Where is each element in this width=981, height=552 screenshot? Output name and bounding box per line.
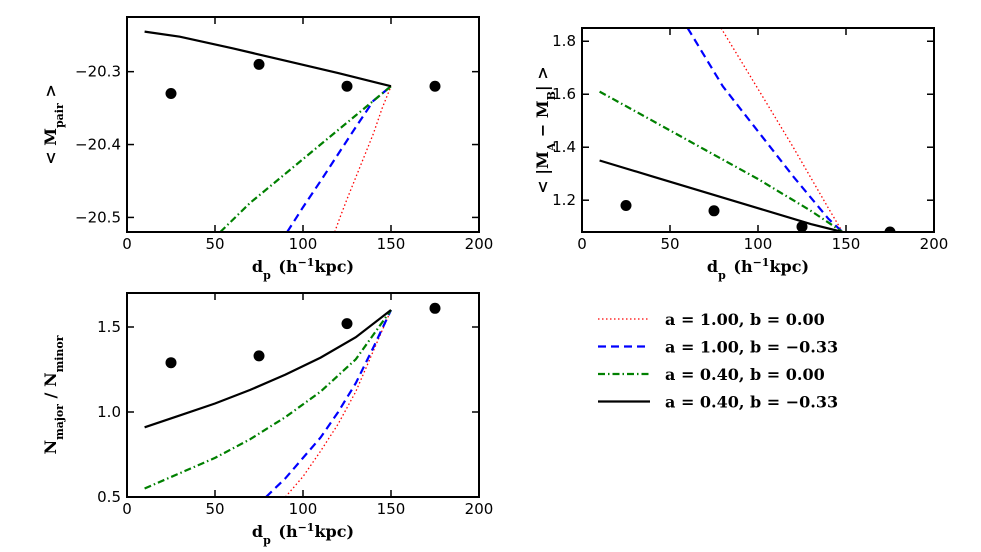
series-a040_b033: [144, 30, 392, 88]
y-tick-label: 1.4: [552, 138, 576, 156]
y-tick-label: 0.5: [97, 488, 121, 506]
series-a100_b000: [334, 85, 392, 232]
data-point: [796, 221, 808, 232]
legend-label-a040_b033: a = 0.40, b = −0.33: [665, 393, 838, 412]
x-tick-label: 200: [920, 235, 949, 253]
series-a100_b033: [265, 309, 392, 497]
y-tick-label: 1.2: [552, 191, 576, 209]
data-point: [429, 80, 441, 92]
data-point: [429, 302, 441, 314]
series-a040_b033: [599, 159, 843, 232]
x-tick-label: 150: [377, 235, 406, 253]
legend-label-a100_b000: a = 1.00, b = 0.00: [665, 310, 825, 329]
data-point: [620, 200, 632, 212]
y-tick-label: −20.5: [75, 208, 121, 226]
series-a040_b000: [144, 309, 392, 490]
panel-ratio: 0 50 100 150 200 0.5 1.0 1.5 dp (h−1kpc) Nmajor /…: [41, 292, 494, 547]
panel-pair: 0 50 100 150 200 −20.3 −20.4 −20.5 dp (h−1kpc) < …: [41, 16, 494, 282]
x-tick-label: 200: [465, 235, 494, 253]
data-point: [165, 88, 177, 100]
x-axis-label: dp (h−1kpc): [252, 256, 354, 282]
y-tick-label: −20.3: [75, 63, 121, 81]
x-tick-label: 200: [465, 500, 494, 518]
data-point: [253, 350, 265, 362]
series-a040_b033: [144, 309, 392, 429]
x-tick-label: 50: [660, 235, 679, 253]
x-tick-label: 50: [205, 235, 224, 253]
x-axis-label: dp (h−1kpc): [252, 521, 354, 547]
data-point: [884, 226, 896, 232]
y-axis-label: < |MA − MB| >: [533, 66, 558, 193]
series-a040_b000: [219, 85, 392, 232]
y-tick-label: 1.8: [552, 32, 576, 50]
x-tick-label: 100: [289, 235, 318, 253]
legend-label-a040_b000: a = 0.40, b = 0.00: [665, 365, 825, 384]
x-tick-label: 100: [289, 500, 318, 518]
x-tick-label: 0: [122, 500, 132, 518]
series-a040_b000: [599, 90, 844, 232]
data-point: [341, 318, 353, 330]
plot-frame: [126, 16, 480, 233]
data-point: [341, 80, 353, 92]
y-tick-label: 1.0: [97, 403, 121, 421]
data-point: [165, 357, 177, 369]
y-axis-label: Nmajor / Nminor: [41, 335, 66, 454]
y-tick-label: 1.6: [552, 85, 576, 103]
plot-frame: [126, 292, 480, 498]
y-tick-label: −20.4: [75, 136, 121, 154]
data-point: [708, 205, 720, 217]
x-tick-label: 150: [832, 235, 861, 253]
x-tick-label: 0: [577, 235, 587, 253]
series-a100_b033: [286, 85, 392, 232]
y-axis-label: < Mpair >: [41, 84, 66, 164]
legend: a = 1.00, b = 0.00 a = 1.00, b = −0.33 a =…: [598, 310, 838, 412]
panel-diff: 0 50 100 150 200 1.2 1.4 1.6 1.8 dp (h−1kpc) < |MA…: [533, 27, 949, 282]
x-tick-label: 50: [205, 500, 224, 518]
data-point: [253, 58, 265, 70]
x-tick-label: 100: [744, 235, 773, 253]
x-tick-label: 0: [122, 235, 132, 253]
y-tick-label: 1.5: [97, 318, 121, 336]
x-axis-label: dp (h−1kpc): [707, 256, 809, 282]
series-a100_b000: [284, 309, 392, 497]
x-tick-label: 150: [377, 500, 406, 518]
series-a100_b033: [686, 28, 844, 232]
legend-label-a100_b033: a = 1.00, b = −0.33: [665, 338, 838, 357]
